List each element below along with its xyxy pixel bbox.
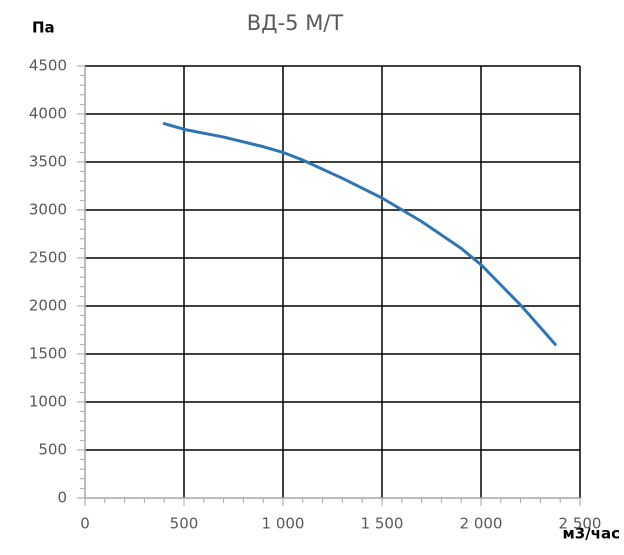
y-tick-label: 3500 [29,153,67,171]
x-tick-label: 2 500 [559,515,602,533]
y-tick-label: 2500 [29,249,67,267]
x-tick-label: 2 000 [460,515,503,533]
y-tick-label: 4500 [29,57,67,75]
y-tick-label: 4000 [29,105,67,123]
y-tick-label: 500 [38,441,67,459]
y-tick-label: 3000 [29,201,67,219]
x-tick-label: 1 000 [262,515,305,533]
x-tick-label: 1 500 [361,515,404,533]
x-tick-label: 0 [80,515,90,533]
y-tick-label: 0 [57,489,67,507]
y-tick-label: 1000 [29,393,67,411]
x-axis-label: м3/час [563,525,621,543]
line-series [162,122,557,346]
y-tick-label: 2000 [29,297,67,315]
x-tick-label: 500 [170,515,199,533]
chart-title: ВД-5 М/Т [247,11,344,35]
y-tick-label: 1500 [29,345,67,363]
y-axis-label: Па [32,19,55,37]
